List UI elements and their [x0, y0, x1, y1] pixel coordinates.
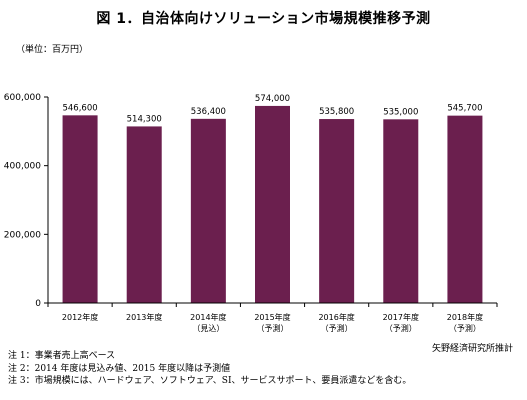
note-2: 注 2：2014 年度は見込み値、2015 年度以降は予測値: [8, 363, 231, 374]
category-label: 2012年度: [62, 312, 98, 322]
y-tick-label: 200,000: [4, 230, 41, 240]
category-label: （予測）: [321, 323, 353, 333]
category-label: （予測）: [449, 323, 481, 333]
note-3: 注 3：市場規模には、ハードウェア、ソフトウェア、SI、サービスサポート、要員派…: [8, 376, 412, 386]
source-credit: 矢野経済研究所推計: [431, 344, 513, 354]
bar: [62, 115, 98, 303]
x-axis: 2012年度 2013年度 2014年度（見込）2015年度（予測）2016年度（予…: [47, 302, 498, 333]
category-label: 2016年度: [318, 312, 354, 322]
data-label: 514,300: [127, 114, 162, 124]
bar: [126, 126, 162, 303]
y-tick-label: 0: [35, 299, 41, 309]
unit-label: （単位：百万円）: [16, 45, 89, 55]
chart-title: 図 1．自治体向けソリューション市場規模推移予測: [96, 11, 431, 27]
category-label: 2017年度: [383, 312, 419, 322]
bar: [447, 115, 483, 303]
y-axis: 0 200,000 400,000 600,000: [4, 93, 49, 309]
category-label: 2014年度: [190, 312, 226, 322]
category-label: 2015年度: [254, 312, 290, 322]
data-label: 545,700: [447, 104, 482, 114]
notes: 注 1：事業者売上高ベース 注 2：2014 年度は見込み値、2015 年度以降…: [8, 350, 411, 388]
bar: [383, 119, 419, 303]
category-label: 2013年度: [126, 312, 162, 322]
bar-chart: 0 200,000 400,000 600,000 546,600 514,300 536…: [4, 93, 498, 333]
y-tick-label: 400,000: [4, 162, 41, 172]
data-label: 535,000: [383, 107, 418, 117]
bars: [62, 105, 483, 304]
data-label: 574,000: [255, 94, 290, 104]
category-label: （見込）: [192, 324, 224, 333]
category-label: （予測）: [385, 323, 417, 333]
data-label: 536,400: [191, 107, 226, 117]
category-label: （予測）: [257, 323, 289, 333]
data-labels: 546,600 514,300 536,400 574,000 535,800 535,0…: [62, 94, 482, 124]
data-label: 546,600: [62, 103, 97, 113]
note-1: 注 1：事業者売上高ベース: [8, 351, 116, 361]
bar: [190, 118, 226, 303]
data-label: 535,800: [319, 107, 354, 117]
category-label: 2018年度: [447, 312, 483, 322]
bar: [319, 119, 355, 304]
bar: [255, 105, 290, 303]
y-tick-label: 600,000: [4, 93, 41, 103]
